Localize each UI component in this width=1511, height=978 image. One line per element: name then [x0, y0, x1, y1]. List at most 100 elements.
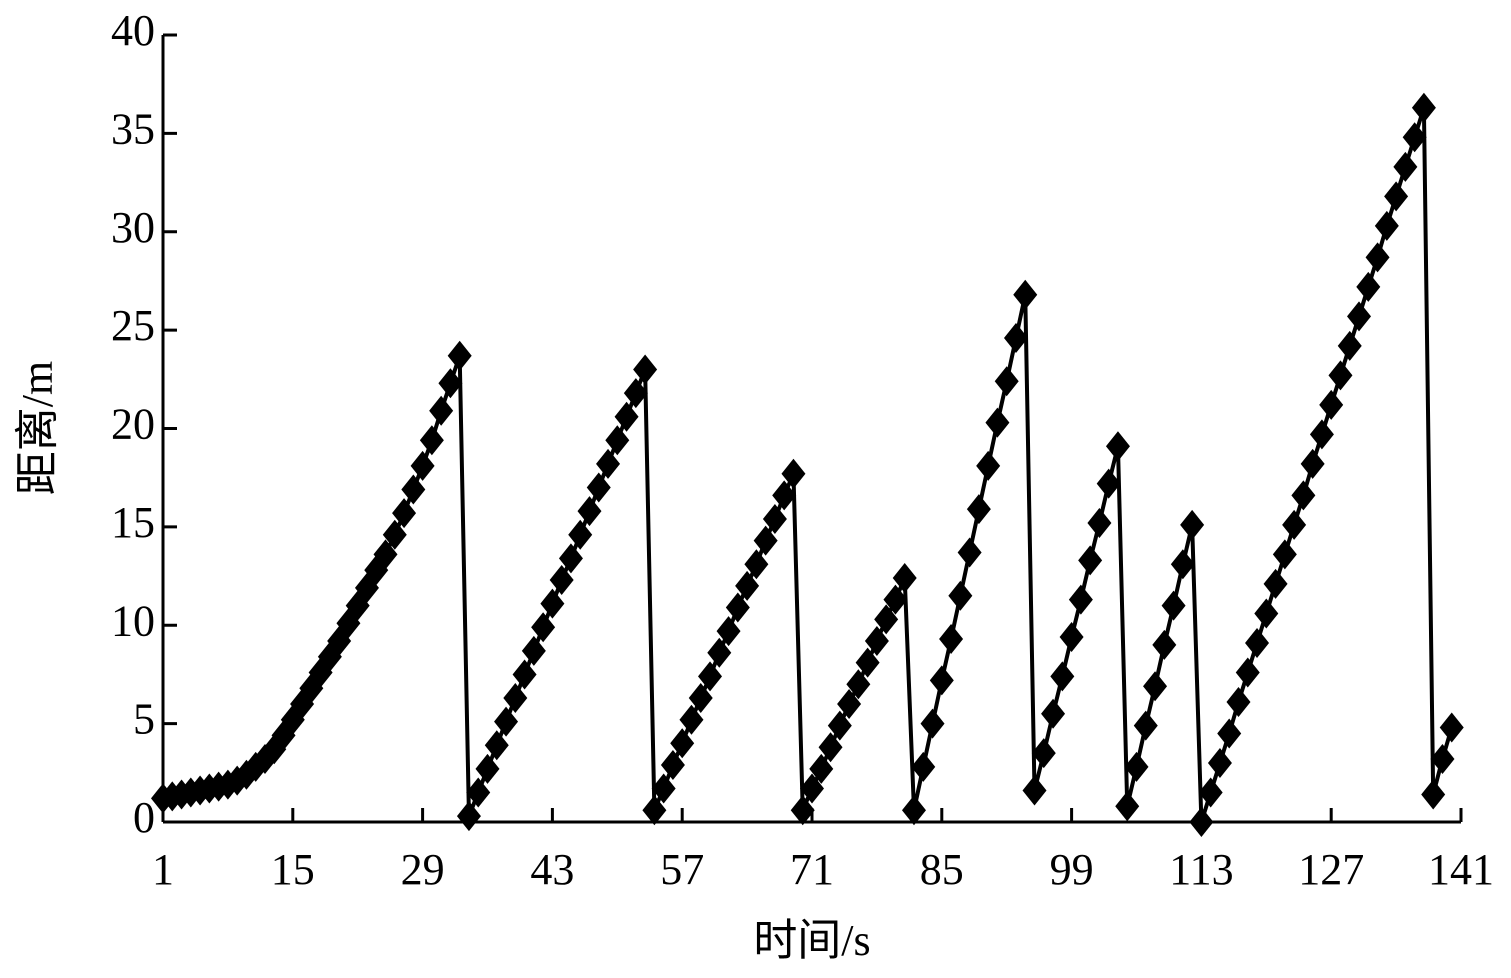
- data-point: [503, 683, 528, 714]
- data-point: [623, 378, 648, 409]
- data-point: [1170, 549, 1195, 580]
- data-point: [234, 759, 259, 790]
- data-point: [1356, 271, 1381, 302]
- x-tick-label: 141: [1428, 845, 1494, 894]
- data-point: [447, 340, 472, 371]
- data-point: [744, 549, 769, 580]
- data-point: [429, 395, 454, 426]
- data-point: [864, 625, 889, 656]
- data-point: [568, 519, 593, 550]
- data-point: [966, 494, 991, 525]
- data-point: [994, 366, 1019, 397]
- data-point: [883, 584, 908, 615]
- y-tick-label: 20: [111, 400, 155, 449]
- data-point: [475, 753, 500, 784]
- data-point: [1087, 507, 1112, 538]
- y-tick-label: 35: [111, 104, 155, 153]
- data-point: [1041, 698, 1066, 729]
- data-point: [243, 751, 268, 782]
- data-point: [1402, 122, 1427, 153]
- data-point: [1143, 671, 1168, 702]
- data-point: [1226, 686, 1251, 717]
- data-point: [957, 537, 982, 568]
- data-point: [762, 504, 787, 535]
- data-point: [1161, 590, 1186, 621]
- data-point: [456, 801, 481, 832]
- data-point: [855, 647, 880, 678]
- data-point: [1291, 480, 1316, 511]
- data-point: [1050, 661, 1075, 692]
- y-axis-label: 距离/m: [13, 361, 62, 495]
- data-point: [419, 425, 444, 456]
- data-point: [818, 732, 843, 763]
- y-tick-label: 30: [111, 203, 155, 252]
- data-point: [1254, 598, 1279, 629]
- data-point: [1319, 389, 1344, 420]
- data-point: [1068, 584, 1093, 615]
- y-tick-label: 25: [111, 301, 155, 350]
- data-point: [642, 795, 667, 826]
- data-point: [753, 525, 778, 556]
- data-point: [1411, 92, 1436, 123]
- data-point: [1059, 622, 1084, 653]
- y-tick-label: 0: [133, 793, 155, 842]
- data-point: [633, 354, 658, 385]
- data-point: [846, 669, 871, 700]
- data-point: [1198, 777, 1223, 808]
- x-tick-label: 15: [271, 845, 315, 894]
- x-tick-label: 43: [530, 845, 574, 894]
- data-point: [985, 407, 1010, 438]
- data-point: [911, 751, 936, 782]
- x-tick-label: 71: [790, 845, 834, 894]
- data-point: [1003, 322, 1028, 353]
- data-point: [1263, 568, 1288, 599]
- data-point: [1189, 807, 1214, 837]
- data-point: [1439, 712, 1464, 743]
- series-line: [162, 107, 1454, 823]
- data-point: [494, 706, 519, 737]
- data-point: [401, 474, 426, 505]
- data-point: [1078, 545, 1103, 576]
- data-point: [1207, 747, 1232, 778]
- data-point: [521, 635, 546, 666]
- data-point: [1337, 330, 1362, 361]
- data-point: [660, 749, 685, 780]
- data-point: [1365, 242, 1390, 273]
- data-point: [392, 498, 417, 529]
- data-point: [901, 795, 926, 826]
- data-point: [1180, 509, 1205, 540]
- data-point: [1347, 301, 1372, 332]
- data-point: [382, 519, 407, 550]
- data-point: [484, 730, 509, 761]
- data-point: [929, 665, 954, 696]
- data-point: [670, 728, 695, 759]
- data-point: [1300, 448, 1325, 479]
- x-tick-label: 113: [1169, 845, 1233, 894]
- data-point: [790, 795, 815, 826]
- data-point: [540, 588, 565, 619]
- x-axis-label: 时间/s: [753, 916, 870, 965]
- data-point: [577, 496, 602, 527]
- data-point: [558, 543, 583, 574]
- data-point: [605, 425, 630, 456]
- data-point: [809, 753, 834, 784]
- data-point: [1105, 431, 1130, 462]
- y-tick-label: 40: [111, 6, 155, 55]
- data-point: [688, 683, 713, 714]
- data-point: [1309, 419, 1334, 450]
- data-point: [1217, 718, 1242, 749]
- data-point: [1235, 657, 1260, 688]
- data-point: [1272, 539, 1297, 570]
- x-tick-label: 57: [660, 845, 704, 894]
- data-point: [1328, 360, 1353, 391]
- data-point: [512, 659, 537, 690]
- data-point: [596, 448, 621, 479]
- x-tick-label: 85: [920, 845, 964, 894]
- data-point: [466, 777, 491, 808]
- data-point: [1133, 710, 1158, 741]
- data-point: [614, 401, 639, 432]
- data-point: [874, 604, 899, 635]
- data-point: [531, 612, 556, 643]
- y-tick-label: 5: [133, 695, 155, 744]
- data-point: [1152, 629, 1177, 660]
